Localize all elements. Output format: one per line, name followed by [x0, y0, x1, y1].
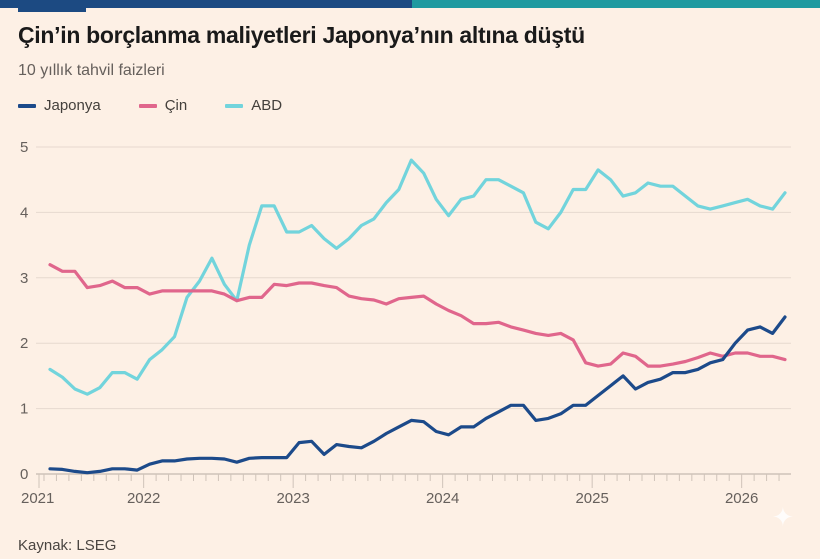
sparkle-icon: ✦ — [772, 502, 794, 532]
series-line-abd — [48, 158, 787, 396]
legend-label: ABD — [251, 97, 283, 114]
y-tick-label: 1 — [20, 401, 28, 418]
legend-item-cin: Çin — [138, 97, 188, 114]
source-note: Kaynak: LSEG — [18, 537, 117, 554]
legend-label: Çin — [164, 97, 188, 114]
legend-item-japonya: Japonya — [18, 97, 101, 114]
y-tick-label: 4 — [20, 204, 28, 221]
series-line-japonya — [48, 315, 787, 475]
x-tick-label: 2022 — [127, 490, 160, 507]
legend-swatch — [225, 103, 244, 108]
legend-swatch — [18, 103, 36, 108]
legend-swatch — [138, 103, 157, 108]
chart-title: Çin’in borçlanma maliyetleri Japonya’nın… — [18, 22, 585, 48]
x-tick-label: 2023 — [276, 490, 309, 507]
top-accent-bar — [0, 0, 412, 8]
top-accent-bar-secondary — [412, 0, 820, 8]
x-tick-label: 2021 — [21, 490, 54, 507]
legend-item-abd: ABD — [225, 97, 282, 114]
legend: Japonya Çin ABD — [18, 97, 320, 114]
y-tick-label: 2 — [20, 335, 28, 352]
x-tick-label: 2024 — [426, 490, 459, 507]
chart-subtitle: 10 yıllık tahvil faizleri — [18, 62, 165, 79]
y-tick-label: 5 — [20, 139, 28, 156]
series-line-cin — [48, 263, 787, 368]
y-tick-label: 0 — [20, 466, 28, 483]
title-accent-mark — [18, 8, 86, 12]
y-tick-label: 3 — [20, 270, 28, 287]
legend-label: Japonya — [44, 97, 101, 114]
x-tick-label: 2025 — [575, 490, 608, 507]
x-tick-label: 2026 — [725, 490, 758, 507]
